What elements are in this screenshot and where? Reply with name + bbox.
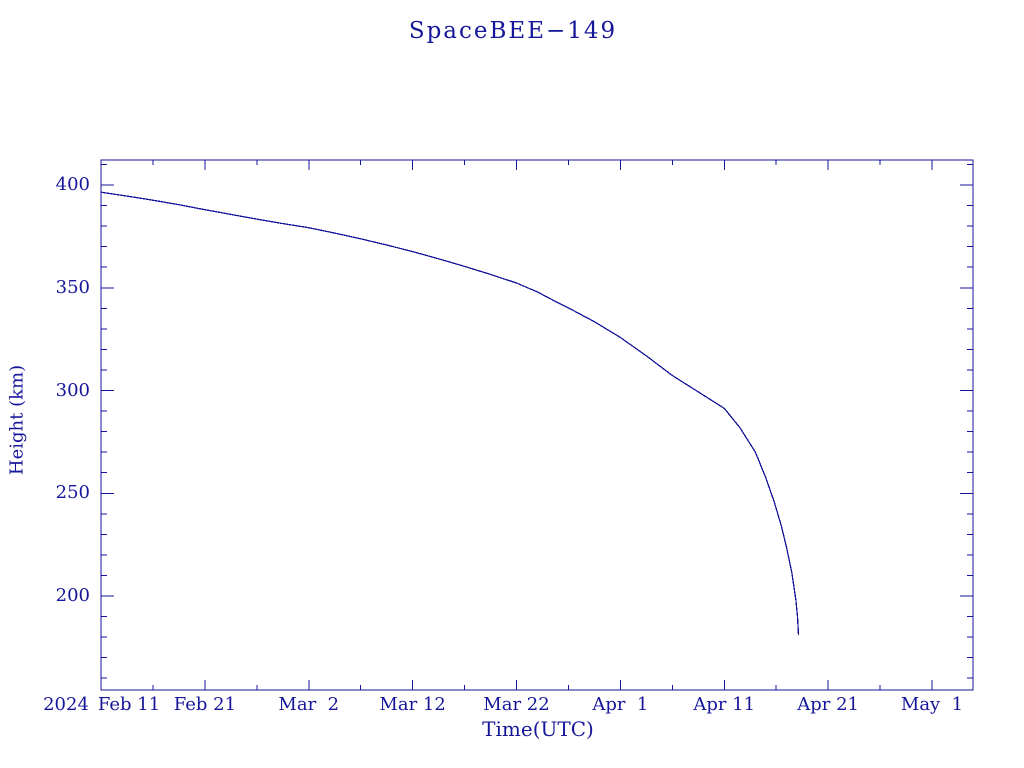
x-tick-label: May 1 xyxy=(900,694,964,715)
y-tick-label: 300 xyxy=(55,379,90,401)
x-axis-title: Time(UTC) xyxy=(482,717,594,741)
x-axis-year-label: 2024 xyxy=(43,694,89,715)
x-tick-label: Feb 11 xyxy=(97,694,161,715)
y-tick-label: 350 xyxy=(55,276,90,298)
x-tick-label: Feb 21 xyxy=(173,694,237,715)
y-tick-label: 200 xyxy=(55,585,90,606)
height-decay-curve xyxy=(100,191,800,636)
x-tick-label: Mar 22 xyxy=(483,694,550,715)
x-tick-label: Mar 12 xyxy=(379,694,446,715)
x-tick-label: Apr 1 xyxy=(592,694,649,715)
y-tick-label: 400 xyxy=(55,174,90,195)
x-tick-label: Apr 21 xyxy=(797,694,860,715)
plot-frame xyxy=(100,159,974,691)
x-tick-label: Apr 11 xyxy=(693,694,756,715)
chart-title: SpaceBEE−149 xyxy=(408,18,618,44)
x-tick-label: Mar 2 xyxy=(278,694,340,715)
y-tick-label: 250 xyxy=(55,482,90,504)
